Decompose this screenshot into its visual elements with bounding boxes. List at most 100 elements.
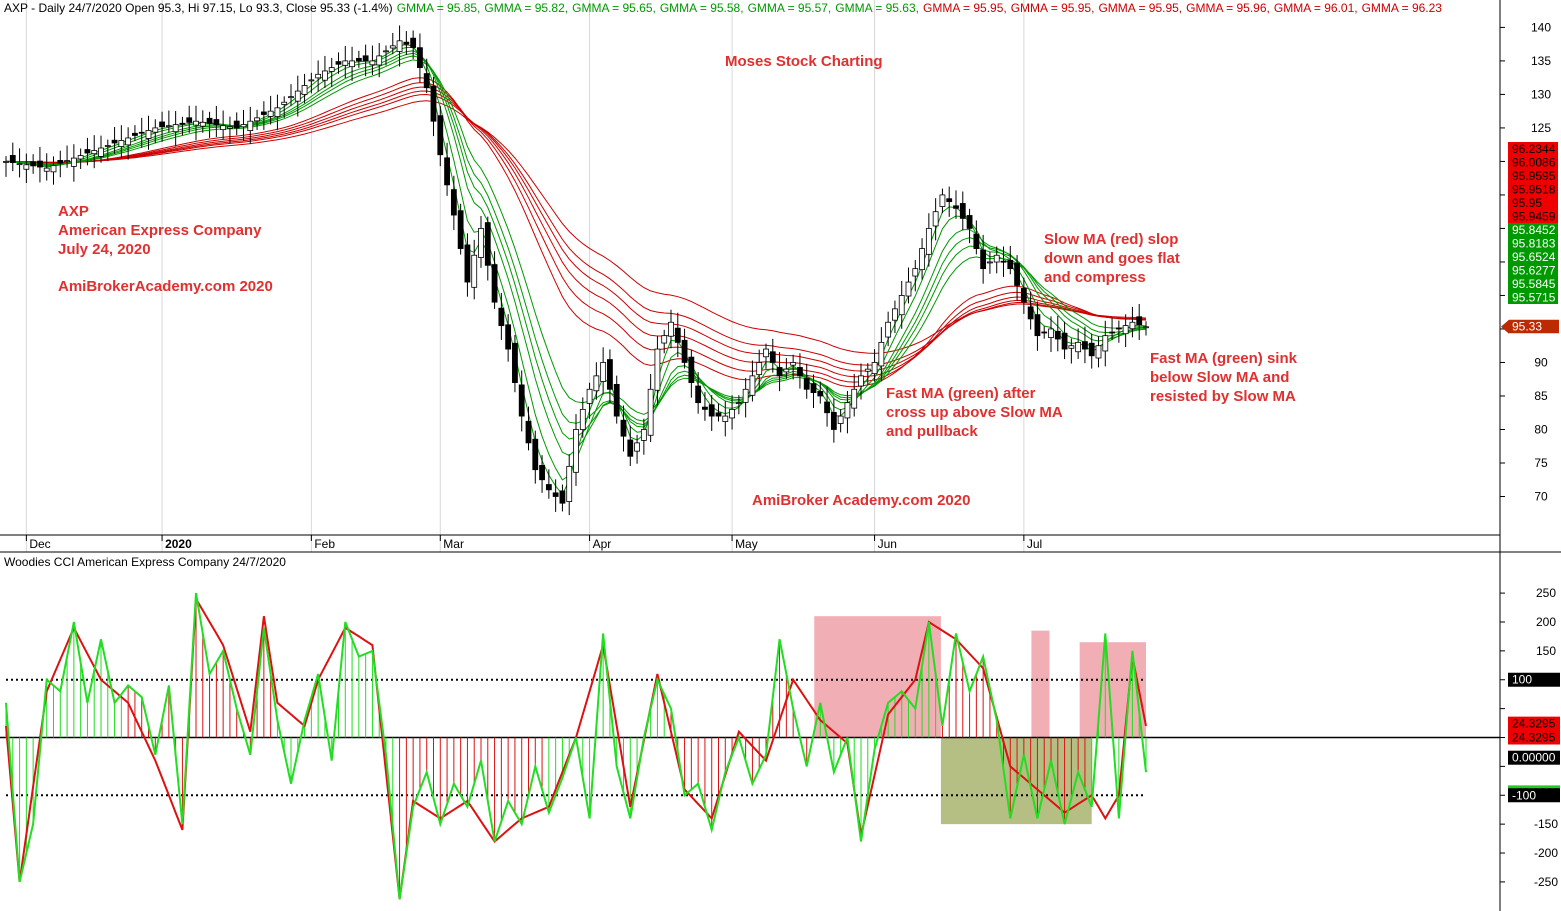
- academy-annotation-2: AmiBroker Academy.com 2020: [752, 491, 970, 510]
- candle-body: [980, 249, 987, 270]
- gmma-value: GMMA = 95.95,: [1010, 1, 1095, 15]
- candle-body: [668, 321, 674, 337]
- candle-body: [627, 439, 634, 457]
- gmma-value: GMMA = 95.65,: [572, 1, 656, 15]
- candle-body: [993, 254, 1000, 263]
- price-label-box: [1509, 319, 1559, 334]
- candle-body: [783, 368, 790, 373]
- candle-body: [620, 419, 627, 437]
- fastx-line-1: Fast MA (green) after: [886, 385, 1036, 402]
- cci-label-text: 24.3295: [1512, 731, 1556, 745]
- candle-body: [708, 404, 715, 417]
- candle-body: [640, 429, 647, 441]
- cci-pane-title: Woodies CCI American Express Company 24/…: [4, 555, 286, 569]
- candle-body: [1000, 260, 1007, 263]
- candle-body: [1129, 321, 1136, 330]
- highlight-zone: [1079, 642, 1146, 738]
- candle-body: [138, 131, 145, 134]
- candle-body: [1027, 306, 1034, 320]
- candle-body: [376, 55, 383, 66]
- slow-line-2: down and goes flat: [1044, 250, 1180, 267]
- candle-body: [199, 121, 206, 127]
- price-label-text: 95.6277: [1512, 264, 1556, 278]
- gmma-value: GMMA = 96.23: [1361, 1, 1442, 15]
- cci-pane: [0, 592, 1500, 900]
- candle-body: [9, 155, 16, 163]
- candle-body: [756, 362, 763, 376]
- candle-body: [369, 60, 376, 66]
- candle-body: [607, 359, 613, 390]
- x-tick-label: Apr: [593, 537, 612, 551]
- price-label-text: 95.9595: [1512, 169, 1556, 183]
- candle-body: [91, 150, 98, 155]
- slow-gmma-line: [5, 100, 1147, 354]
- candle-body: [254, 117, 260, 122]
- candle-body: [349, 60, 355, 68]
- candle-body: [1007, 259, 1014, 270]
- candle-body: [647, 388, 654, 436]
- price-label-box: [1508, 155, 1558, 169]
- candle-body: [919, 248, 925, 271]
- candle-body: [600, 362, 607, 382]
- gmma-value: GMMA = 95.95,: [1098, 1, 1183, 15]
- candle-body: [912, 268, 919, 277]
- cci-label-text: -100: [1512, 788, 1536, 802]
- cci-label-box: [1508, 788, 1560, 803]
- price-label-text: 95.9518: [1512, 183, 1556, 197]
- candle-body: [545, 484, 552, 491]
- candle-body: [1020, 288, 1027, 303]
- candle-body: [613, 384, 620, 417]
- x-tick-label: May: [735, 537, 758, 551]
- candle-body: [1082, 341, 1088, 350]
- candle-body: [797, 367, 803, 377]
- price-label-box: [1508, 142, 1558, 156]
- candle-body: [973, 233, 980, 249]
- candle-body: [430, 85, 437, 122]
- candle-body: [892, 308, 898, 321]
- candle-body: [946, 198, 953, 203]
- candle-body: [23, 164, 30, 170]
- candle-body: [98, 147, 104, 157]
- candle-body: [308, 79, 315, 82]
- candle-body: [423, 73, 430, 89]
- candle-body: [247, 120, 254, 131]
- candle-body: [885, 321, 892, 338]
- cci-label-box: [1508, 716, 1560, 731]
- candle-body: [152, 127, 159, 133]
- candle-body: [905, 281, 912, 297]
- candle-body: [1109, 331, 1115, 334]
- candle-body: [539, 465, 545, 481]
- price-label-box: [1508, 290, 1558, 304]
- candle-body: [383, 50, 389, 53]
- candle-body: [118, 140, 125, 147]
- candle-body: [966, 215, 973, 229]
- candle-body: [702, 406, 708, 410]
- candle-body: [206, 117, 213, 124]
- candle-body: [220, 125, 227, 131]
- gmma-value: GMMA = 95.95,: [923, 1, 1007, 15]
- slow-line-1: Slow MA (red) slop: [1044, 231, 1179, 248]
- candle-body: [1034, 314, 1041, 337]
- candle-body: [810, 383, 817, 394]
- candle-body: [749, 375, 756, 396]
- date-text: July 24, 2020: [58, 241, 151, 258]
- candle-body: [498, 307, 505, 327]
- candle-body: [389, 45, 396, 49]
- candle-body: [1075, 341, 1082, 353]
- candle-body: [111, 139, 118, 144]
- candle-body: [43, 167, 50, 172]
- price-label-box: [1508, 182, 1558, 196]
- y-tick-label: 90: [1534, 355, 1548, 369]
- candle-body: [464, 244, 471, 283]
- candle-body: [742, 388, 749, 403]
- x-tick-label: Mar: [443, 537, 464, 551]
- candle-body: [30, 161, 37, 167]
- candle-body: [193, 120, 199, 126]
- ticker-annotation: AXP American Express Company July 24, 20…: [58, 202, 261, 259]
- candle-body: [484, 222, 491, 266]
- candle-body: [1122, 325, 1129, 335]
- price-label-text: 95.6524: [1512, 250, 1556, 264]
- price-label-box: [1508, 250, 1558, 264]
- gmma-value: GMMA = 95.57,: [747, 1, 832, 15]
- candle-body: [769, 351, 776, 363]
